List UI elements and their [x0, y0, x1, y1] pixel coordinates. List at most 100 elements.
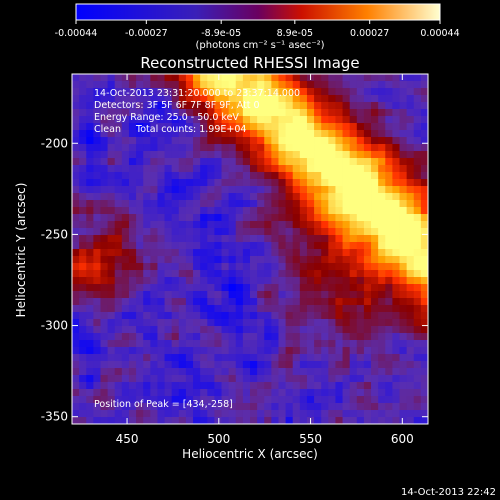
- heatmap-cell: [363, 228, 372, 236]
- heatmap-cell: [86, 347, 94, 355]
- heatmap-cell: [356, 326, 365, 334]
- heatmap-cell: [250, 193, 258, 201]
- heatmap-cell: [250, 179, 258, 187]
- heatmap-cell: [72, 235, 80, 243]
- heatmap-cell: [128, 340, 137, 348]
- heatmap-cell: [406, 361, 415, 369]
- heatmap-cell: [321, 130, 329, 138]
- colorbar-tick-label: 8.9e-05: [277, 28, 313, 39]
- heatmap-cell: [278, 137, 286, 145]
- heatmap-cell: [193, 361, 201, 369]
- heatmap-cell: [93, 242, 101, 250]
- heatmap-cell: [193, 396, 201, 404]
- heatmap-cell: [136, 396, 144, 404]
- heatmap-cell: [193, 235, 201, 243]
- heatmap-cell: [328, 326, 336, 334]
- heatmap-cell: [385, 228, 393, 236]
- heatmap-cell: [221, 291, 230, 299]
- heatmap-cell: [292, 340, 301, 348]
- heatmap-cell: [235, 81, 244, 89]
- heatmap-cell: [328, 361, 336, 369]
- heatmap-cell: [207, 249, 215, 257]
- heatmap-cell: [264, 116, 272, 124]
- heatmap-cell: [178, 102, 187, 110]
- heatmap-cell: [214, 410, 222, 418]
- heatmap-cell: [150, 319, 158, 327]
- heatmap-cell: [128, 130, 137, 138]
- heatmap-cell: [356, 74, 365, 82]
- heatmap-cell: [157, 361, 165, 369]
- heatmap-cell: [157, 389, 165, 397]
- heatmap-cell: [72, 165, 80, 173]
- heatmap-cell: [257, 130, 265, 138]
- heatmap-cell: [420, 81, 428, 89]
- heatmap-cell: [399, 214, 408, 222]
- heatmap-cell: [356, 109, 365, 117]
- heatmap-cell: [314, 277, 322, 285]
- heatmap-cell: [164, 130, 173, 138]
- heatmap-cell: [93, 102, 101, 110]
- heatmap-cell: [321, 270, 329, 278]
- heatmap-cell: [321, 179, 329, 187]
- heatmap-cell: [335, 130, 343, 138]
- heatmap-cell: [306, 109, 315, 117]
- heatmap-cell: [121, 95, 130, 103]
- heatmap-cell: [228, 382, 237, 390]
- heatmap-cell: [371, 403, 379, 411]
- heatmap-cell: [185, 165, 194, 173]
- heatmap-cell: [264, 270, 272, 278]
- heatmap-cell: [420, 389, 428, 397]
- heatmap-cell: [399, 88, 408, 96]
- heatmap-cell: [193, 249, 201, 257]
- heatmap-cell: [235, 410, 244, 418]
- heatmap-cell: [299, 214, 308, 222]
- heatmap-cell: [207, 123, 215, 131]
- heatmap-cell: [250, 312, 258, 320]
- heatmap-cell: [406, 179, 415, 187]
- heatmap-cell: [207, 354, 215, 362]
- heatmap-cell: [299, 326, 308, 334]
- heatmap-cell: [200, 228, 208, 236]
- heatmap-cell: [79, 102, 87, 110]
- heatmap-cell: [107, 354, 116, 362]
- heatmap-cell: [221, 109, 230, 117]
- heatmap-cell: [178, 123, 187, 131]
- heatmap-cell: [335, 375, 343, 383]
- heatmap-cell: [79, 319, 87, 327]
- heatmap-cell: [100, 417, 108, 424]
- heatmap-cell: [228, 200, 237, 208]
- heatmap-cell: [385, 144, 393, 152]
- heatmap-cell: [385, 102, 393, 110]
- heatmap-cell: [79, 354, 87, 362]
- heatmap-cell: [100, 74, 108, 82]
- heatmap-cell: [306, 249, 315, 257]
- heatmap-cell: [399, 368, 408, 376]
- heatmap-cell: [242, 116, 251, 124]
- heatmap-cell: [413, 354, 422, 362]
- heatmap-cell: [185, 74, 194, 82]
- heatmap-cell: [171, 214, 180, 222]
- heatmap-cell: [371, 186, 379, 194]
- heatmap-cell: [214, 116, 222, 124]
- heatmap-cell: [128, 242, 137, 250]
- heatmap-cell: [257, 410, 265, 418]
- heatmap-cell: [79, 417, 87, 424]
- heatmap-cell: [235, 284, 244, 292]
- heatmap-cell: [221, 417, 230, 424]
- heatmap-cell: [79, 256, 87, 264]
- heatmap-cell: [413, 270, 422, 278]
- heatmap-cell: [257, 389, 265, 397]
- heatmap-cell: [378, 165, 386, 173]
- heatmap-cell: [185, 403, 194, 411]
- heatmap-cell: [356, 186, 365, 194]
- heatmap-cell: [406, 137, 415, 145]
- heatmap-cell: [171, 396, 180, 404]
- heatmap-cell: [114, 123, 123, 131]
- heatmap-cell: [121, 417, 130, 424]
- heatmap-cell: [150, 361, 158, 369]
- heatmap-cell: [157, 88, 165, 96]
- heatmap-cell: [143, 95, 151, 103]
- heatmap-cell: [193, 186, 201, 194]
- heatmap-cell: [406, 116, 415, 124]
- heatmap-cell: [200, 235, 208, 243]
